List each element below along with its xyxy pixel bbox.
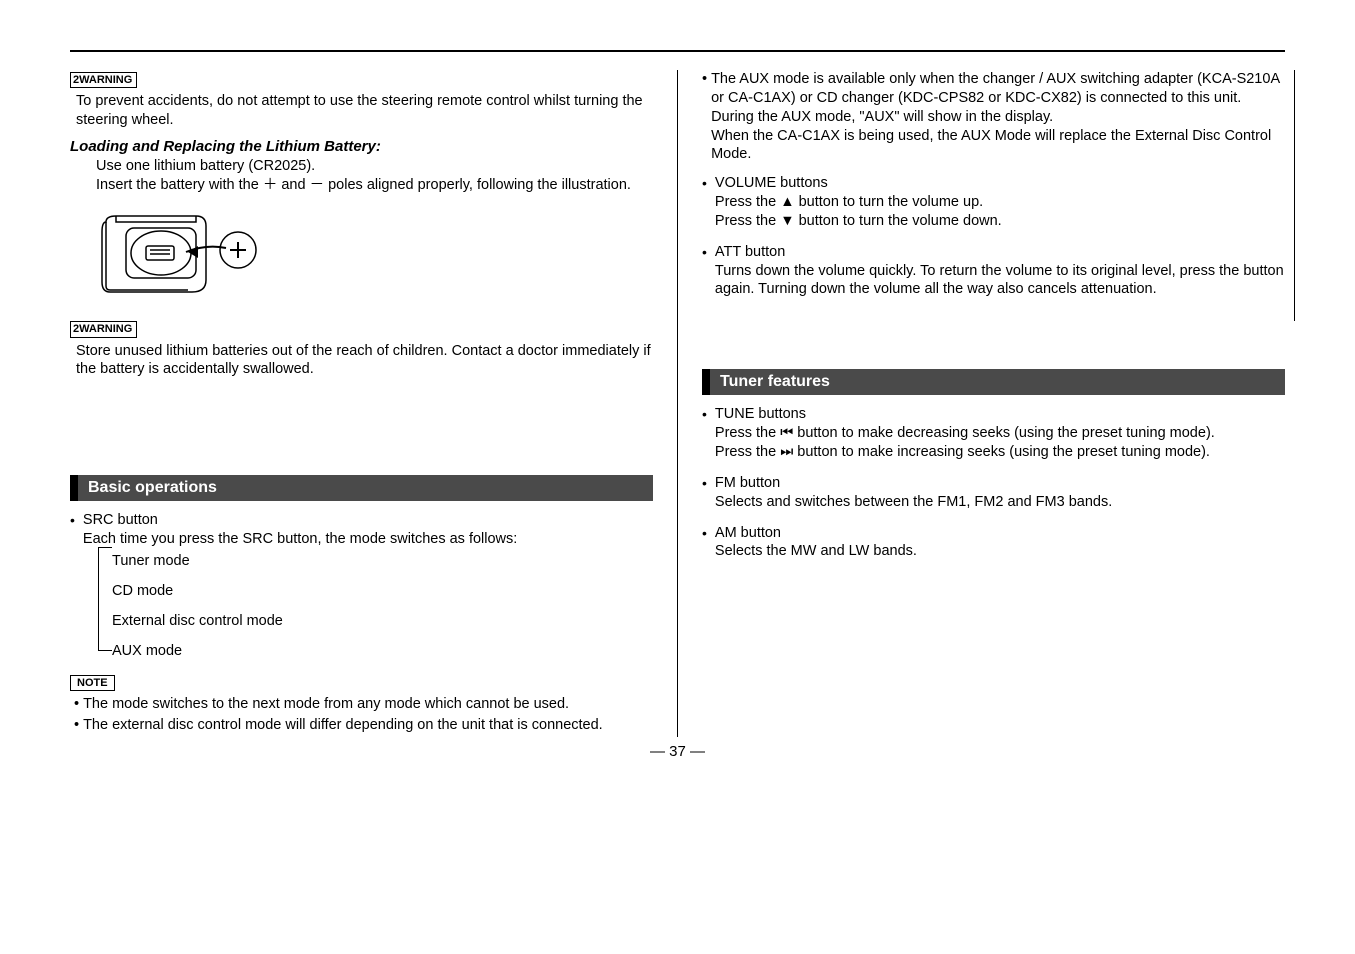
volume-down-line: Press the ▼ button to turn the volume do… — [715, 212, 1284, 231]
load-line2c: poles aligned properly, following the il… — [324, 177, 631, 193]
mode-list: Tuner mode CD mode External disc control… — [98, 553, 653, 659]
warning-1-text: To prevent accidents, do not attempt to … — [76, 92, 653, 130]
tune-prev-a: Press the — [715, 425, 780, 441]
page-container: 2WARNING To prevent accidents, do not at… — [0, 0, 1355, 800]
load-line1: Use one lithium battery (CR2025). — [96, 158, 315, 174]
warning-2-text: Store unused lithium batteries out of th… — [76, 342, 653, 380]
bullet-dot: • — [702, 524, 707, 562]
next-track-icon: ⏭ — [780, 444, 793, 460]
src-title: SRC button — [83, 511, 653, 530]
vol-up-a: Press the — [715, 194, 780, 210]
note-bullet-1: • The mode switches to the next mode fro… — [74, 695, 653, 714]
warning-label: 2WARNING — [70, 72, 137, 88]
mode-item: AUX mode — [112, 643, 653, 659]
tuner-features-header: Tuner features — [702, 369, 1285, 395]
tune-next-line: Press the ⏭ button to make increasing se… — [715, 443, 1285, 462]
fm-title: FM button — [715, 474, 1285, 493]
tune-prev-b: button to make decreasing seeks (using t… — [793, 425, 1215, 441]
note-label: NOTE — [70, 675, 115, 691]
note-b1-text: The mode switches to the next mode from … — [83, 695, 569, 714]
bullet-dot: • — [702, 243, 707, 300]
att-content: ATT button Turns down the volume quickly… — [715, 243, 1284, 300]
att-bullet: • ATT button Turns down the volume quick… — [702, 243, 1284, 300]
plus-symbol: ＋ — [263, 177, 278, 193]
src-bullet: • SRC button Each time you press the SRC… — [70, 511, 653, 549]
tune-bullet: • TUNE buttons Press the ⏮ button to mak… — [702, 405, 1285, 462]
right-top-block: • The AUX mode is available only when th… — [702, 70, 1295, 321]
bullet-dot: • — [702, 70, 707, 164]
att-title: ATT button — [715, 243, 1284, 262]
prev-track-icon: ⏮ — [780, 425, 793, 441]
up-triangle-icon: ▲ — [780, 194, 794, 210]
note-b2-text: The external disc control mode will diff… — [83, 716, 603, 735]
load-line2b: and — [277, 177, 309, 193]
tune-next-a: Press the — [715, 444, 780, 460]
bullet-dot: • — [74, 695, 79, 714]
volume-content: VOLUME buttons Press the ▲ button to tur… — [715, 174, 1284, 231]
volume-up-line: Press the ▲ button to turn the volume up… — [715, 193, 1284, 212]
loading-heading: Loading and Replacing the Lithium Batter… — [70, 138, 653, 155]
note-bullet-2: • The external disc control mode will di… — [74, 716, 653, 735]
att-desc: Turns down the volume quickly. To return… — [715, 262, 1284, 300]
tune-content: TUNE buttons Press the ⏮ button to make … — [715, 405, 1285, 462]
load-line2a: Insert the battery with the — [96, 177, 263, 193]
am-title: AM button — [715, 524, 1285, 543]
tune-title: TUNE buttons — [715, 405, 1285, 424]
basic-operations-header: Basic operations — [70, 475, 653, 501]
page-number: — 37 — — [70, 743, 1285, 760]
fm-bullet: • FM button Selects and switches between… — [702, 474, 1285, 512]
right-column: • The AUX mode is available only when th… — [678, 70, 1285, 737]
volume-bullet: • VOLUME buttons Press the ▲ button to t… — [702, 174, 1284, 231]
loading-text: Use one lithium battery (CR2025). Insert… — [96, 157, 653, 195]
fm-desc: Selects and switches between the FM1, FM… — [715, 493, 1285, 512]
vol-up-b: button to turn the volume up. — [795, 194, 984, 210]
vol-dn-a: Press the — [715, 213, 780, 229]
volume-title: VOLUME buttons — [715, 174, 1284, 193]
bullet-dot: • — [702, 474, 707, 512]
minus-symbol: － — [310, 177, 325, 193]
vol-dn-b: button to turn the volume down. — [795, 213, 1002, 229]
mode-item: Tuner mode — [112, 553, 653, 569]
down-triangle-icon: ▼ — [780, 213, 794, 229]
bullet-dot: • — [74, 716, 79, 735]
am-desc: Selects the MW and LW bands. — [715, 542, 1285, 561]
aux-note-text: The AUX mode is available only when the … — [711, 70, 1284, 164]
src-content: SRC button Each time you press the SRC b… — [83, 511, 653, 549]
mode-item: CD mode — [112, 583, 653, 599]
fm-content: FM button Selects and switches between t… — [715, 474, 1285, 512]
left-column: 2WARNING To prevent accidents, do not at… — [70, 70, 678, 737]
columns: 2WARNING To prevent accidents, do not at… — [70, 70, 1285, 737]
bullet-dot: • — [70, 511, 75, 549]
tune-prev-line: Press the ⏮ button to make decreasing se… — [715, 424, 1285, 443]
am-bullet: • AM button Selects the MW and LW bands. — [702, 524, 1285, 562]
bullet-dot: • — [702, 174, 707, 231]
am-content: AM button Selects the MW and LW bands. — [715, 524, 1285, 562]
bullet-dot: • — [702, 405, 707, 462]
battery-illustration — [96, 202, 653, 307]
tune-next-b: button to make increasing seeks (using t… — [793, 444, 1210, 460]
src-desc: Each time you press the SRC button, the … — [83, 530, 653, 549]
note-bullets: • The mode switches to the next mode fro… — [74, 695, 653, 735]
top-rule — [70, 50, 1285, 52]
mode-item: External disc control mode — [112, 613, 653, 629]
aux-note: • The AUX mode is available only when th… — [702, 70, 1284, 164]
warning-label-2: 2WARNING — [70, 321, 137, 337]
